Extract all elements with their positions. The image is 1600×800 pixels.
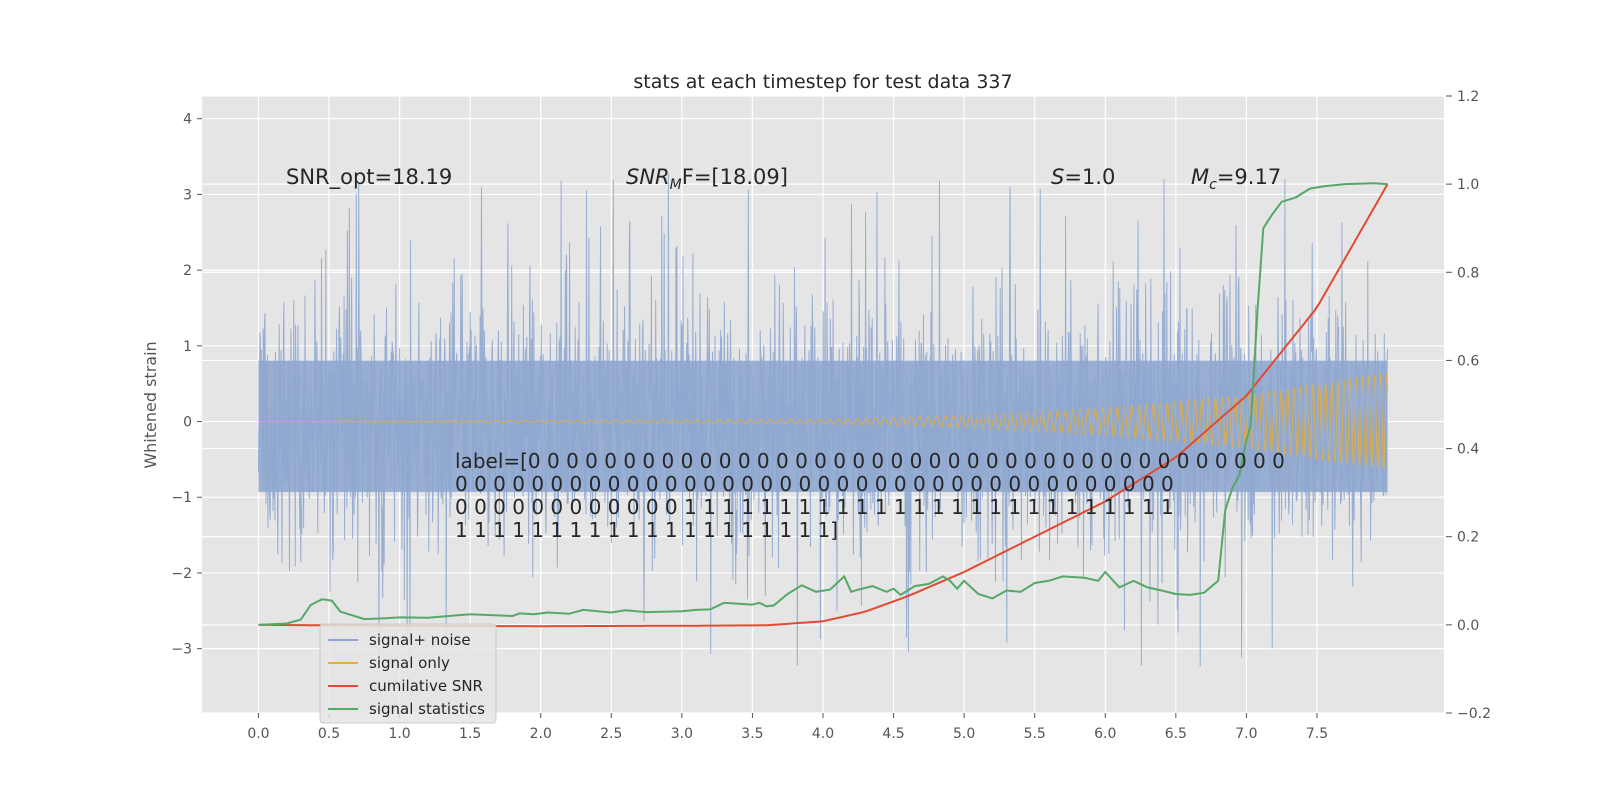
x-tick-label: 1.5	[459, 726, 481, 742]
x-axis: 0.0 0.5 1.0 1.5 2.0 2.5 3.0 3.5 4.0 4.5 5.0 5.5 6.0 6…	[247, 713, 1328, 742]
y2-tick-label: 0.6	[1457, 353, 1479, 369]
y2-tick-label: 0.2	[1457, 530, 1479, 546]
x-tick-label: 3.5	[741, 726, 763, 742]
label-line-2: 0 0 0 0 0 0 0 0 0 0 0 0 0 0 0 0 0 0 0 0 …	[455, 472, 1174, 496]
y-tick-label: 2	[183, 263, 192, 279]
legend-label: signal only	[369, 654, 450, 672]
s-annotation: S=1.0	[1051, 165, 1115, 189]
y2-tick-label: −0.2	[1457, 706, 1491, 722]
x-tick-label: 4.0	[812, 726, 834, 742]
legend: signal+ noise signal only cumilative SNR si…	[319, 623, 497, 724]
mc-rest: =9.17	[1217, 165, 1281, 189]
y2-tick-label: 1.0	[1457, 177, 1479, 193]
signal-statistics-line	[258, 182, 1388, 626]
s-rest: =1.0	[1064, 165, 1115, 189]
y-axis-right: −0.2 0.0 0.2 0.4 0.6 0.8 1.0 1.2	[1446, 89, 1491, 722]
label-annotation: label=[0 0 0 0 0 0 0 0 0 0 0 0 0 0 0 0 0…	[455, 449, 1285, 542]
snr-mf-sub: M	[670, 177, 682, 193]
snr-mf-annotation: SNRMF=[18.09]	[626, 165, 788, 193]
x-tick-label: 6.5	[1165, 726, 1187, 742]
x-tick-label: 6.0	[1094, 726, 1116, 742]
y2-tick-label: 1.2	[1457, 89, 1479, 105]
y2-tick-label: 0.8	[1457, 265, 1479, 281]
y2-tick-label: 0.4	[1457, 442, 1479, 458]
y-tick-label: −3	[171, 642, 192, 658]
chart-marks	[258, 173, 1389, 668]
legend-label: cumilative SNR	[369, 677, 483, 695]
x-tick-label: 7.5	[1306, 726, 1328, 742]
y-tick-label: 4	[183, 112, 192, 128]
mc-annotation: Mc=9.17	[1191, 165, 1281, 193]
y-tick-label: −1	[171, 490, 192, 506]
y-tick-label: −2	[171, 566, 192, 582]
y-tick-label: 3	[183, 187, 192, 203]
y-axis-label: Whitened strain	[141, 341, 160, 468]
x-tick-label: 5.5	[1024, 726, 1046, 742]
y-tick-label: 1	[183, 339, 192, 355]
x-tick-label: 4.5	[882, 726, 904, 742]
mc-sub: c	[1209, 177, 1217, 193]
x-tick-label: 2.0	[530, 726, 552, 742]
y2-tick-label: 0.0	[1457, 618, 1479, 634]
snr-opt-annotation: SNR_opt=18.19	[286, 165, 452, 190]
label-line-4: 1 1 1 1 1 1 1 1 1 1 1 1 1 1 1 1 1 1 1 1]	[455, 518, 838, 542]
legend-label: signal statistics	[369, 700, 485, 718]
legend-label: signal+ noise	[369, 631, 471, 649]
signal-noise-line	[258, 173, 1388, 668]
mc-main: M	[1191, 165, 1209, 189]
x-tick-label: 0.5	[318, 726, 340, 742]
s-var: S	[1051, 165, 1064, 189]
chart-title: stats at each timestep for test data 337	[633, 71, 1012, 93]
x-tick-label: 3.0	[671, 726, 693, 742]
snr-mf-rest: F=[18.09]	[682, 165, 788, 189]
y-axis-left: −3 −2 −1 0 1 2 3 4	[171, 112, 202, 658]
annotations: SNR_opt=18.19 SNRMF=[18.09] S=1.0 Mc=9.1…	[286, 165, 1285, 542]
label-line-1: label=[0 0 0 0 0 0 0 0 0 0 0 0 0 0 0 0 0…	[455, 449, 1285, 473]
label-line-3: 0 0 0 0 0 0 0 0 0 0 0 0 1 1 1 1 1 1 1 1 …	[455, 495, 1174, 519]
x-tick-label: 5.0	[953, 726, 975, 742]
snr-mf-main: SNR	[626, 165, 670, 189]
legend-box	[319, 623, 497, 724]
x-tick-label: 2.5	[600, 726, 622, 742]
y-tick-label: 0	[183, 415, 192, 431]
x-tick-label: 7.0	[1235, 726, 1257, 742]
x-tick-label: 1.0	[388, 726, 410, 742]
x-tick-label: 0.0	[247, 726, 269, 742]
